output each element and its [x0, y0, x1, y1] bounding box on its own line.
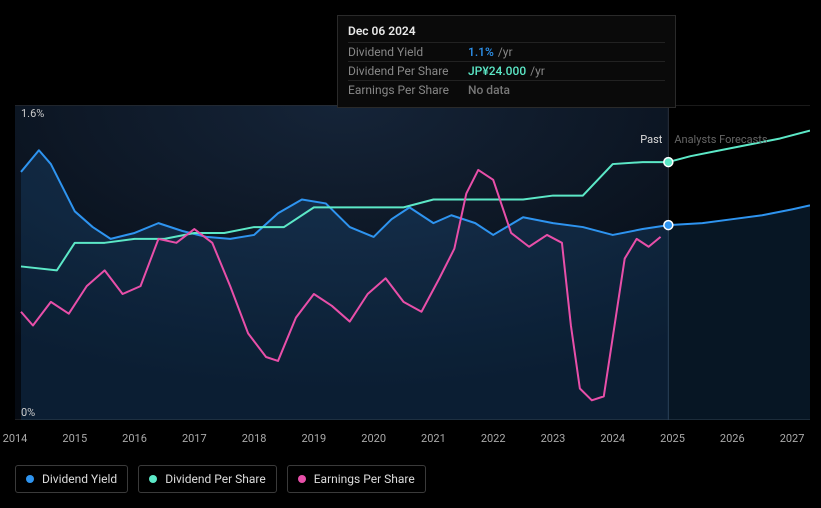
tooltip-row-value: JP¥24.000/yr: [468, 64, 545, 78]
tooltip-row-label: Dividend Yield: [348, 45, 468, 59]
tooltip-row: Earnings Per ShareNo data: [348, 80, 665, 99]
legend-item[interactable]: Earnings Per Share: [287, 465, 426, 493]
legend-dot-icon: [298, 475, 306, 483]
future-label: Analysts Forecasts: [674, 133, 767, 146]
x-axis-tick: 2015: [62, 432, 87, 445]
x-axis-tick: 2024: [600, 432, 625, 445]
x-axis-tick: 2020: [361, 432, 386, 445]
legend-label: Dividend Per Share: [165, 472, 266, 486]
x-axis-tick: 2017: [182, 432, 207, 445]
y-axis-label-top: 1.6%: [21, 107, 44, 120]
legend-item[interactable]: Dividend Yield: [15, 465, 128, 493]
tooltip-date: Dec 06 2024: [348, 24, 665, 42]
x-axis-tick: 2021: [421, 432, 446, 445]
tooltip-row: Dividend Yield1.1%/yr: [348, 42, 665, 61]
legend-dot-icon: [26, 475, 34, 483]
legend-item[interactable]: Dividend Per Share: [138, 465, 277, 493]
x-axis-labels: 2014201520162017201820192020202120222023…: [15, 432, 810, 452]
x-axis-tick: 2027: [780, 432, 805, 445]
legend-label: Dividend Yield: [42, 472, 117, 486]
chart-svg: [15, 105, 810, 420]
legend-dot-icon: [149, 475, 157, 483]
tooltip-row-value: 1.1%/yr: [468, 45, 513, 59]
tooltip-row-label: Dividend Per Share: [348, 64, 468, 78]
tooltip-row: Dividend Per ShareJP¥24.000/yr: [348, 61, 665, 80]
x-axis-tick: 2014: [3, 432, 28, 445]
x-axis-tick: 2023: [541, 432, 566, 445]
past-label: Past: [640, 133, 662, 146]
x-axis-tick: 2026: [720, 432, 745, 445]
legend-label: Earnings Per Share: [314, 472, 415, 486]
x-axis-tick: 2019: [301, 432, 326, 445]
chart-area[interactable]: 1.6% 0% Past Analysts Forecasts: [15, 105, 810, 420]
x-axis-tick: 2025: [660, 432, 685, 445]
legend: Dividend Yield Dividend Per Share Earnings…: [15, 465, 426, 493]
x-axis-tick: 2018: [242, 432, 267, 445]
y-axis-label-bottom: 0%: [21, 406, 35, 419]
tooltip-row-label: Earnings Per Share: [348, 83, 468, 97]
x-axis-tick: 2016: [122, 432, 147, 445]
x-axis-tick: 2022: [481, 432, 506, 445]
tooltip-row-value: No data: [468, 83, 510, 97]
chart-tooltip: Dec 06 2024 Dividend Yield1.1%/yrDividen…: [337, 15, 676, 108]
